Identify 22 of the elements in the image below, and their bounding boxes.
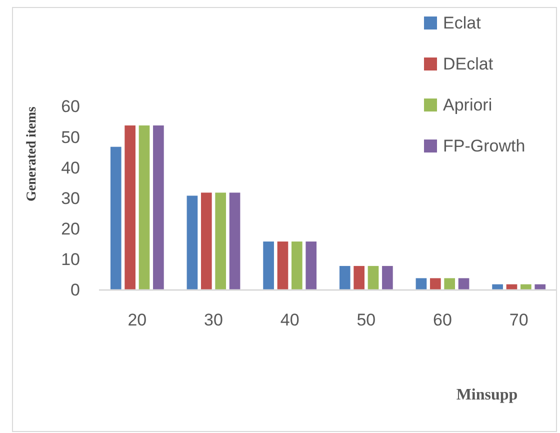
y-tick-label: 0: [70, 280, 80, 300]
legend-label: DEclat: [443, 54, 494, 74]
y-tick-label: 60: [61, 97, 80, 116]
x-tick-label: 20: [128, 310, 147, 330]
bar: [110, 146, 122, 290]
bar: [304, 240, 318, 290]
x-axis-title: Minsupp: [456, 386, 518, 404]
y-tick-label: 30: [61, 188, 80, 208]
y-tick-label: 50: [61, 128, 80, 147]
y-axis-title: Generated items: [24, 106, 38, 202]
y-tick-label: 40: [61, 158, 80, 178]
legend-label: Eclat: [443, 14, 482, 32]
x-tick-label: 30: [204, 310, 223, 330]
x-tick-label: 60: [433, 310, 452, 330]
x-tick-label: 40: [280, 310, 300, 330]
y-tick-label: 10: [61, 250, 80, 269]
x-tick-label: 70: [509, 310, 528, 330]
y-tick-label: 20: [61, 219, 80, 238]
bar: [338, 265, 352, 290]
legend-label: Apriori: [443, 96, 492, 114]
legend-label: FP-Growth: [443, 136, 526, 156]
x-tick-label: 50: [356, 310, 376, 330]
